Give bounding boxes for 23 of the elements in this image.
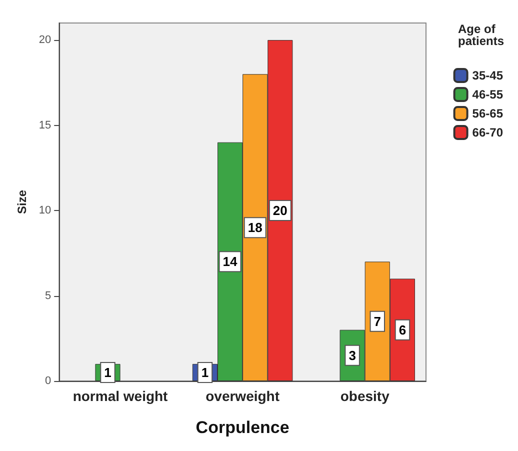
y-tick-label: 15 (38, 119, 52, 132)
legend-label: 66-70 (472, 126, 504, 140)
data-label: 3 (348, 348, 356, 363)
y-tick-label: 10 (38, 204, 52, 217)
data-label: 14 (222, 254, 238, 270)
data-label: 18 (248, 220, 262, 236)
legend-label: 56-65 (472, 106, 504, 120)
x-axis-title: Corpulence (196, 418, 290, 437)
data-label: 1 (104, 364, 112, 380)
data-label: 6 (398, 322, 406, 338)
y-axis-title: Size (15, 190, 29, 214)
data-label: 1 (201, 364, 209, 380)
y-tick-label: 5 (45, 290, 52, 302)
x-tick-label: normal weight (72, 388, 168, 404)
y-tick-label: 20 (38, 34, 52, 46)
y-tick-label: 0 (45, 375, 52, 387)
data-label: 20 (272, 203, 288, 218)
data-label: 7 (374, 314, 382, 329)
legend-label: 46-55 (472, 88, 504, 102)
legend-title: Age of patients (458, 22, 504, 48)
legend-label: 35-45 (472, 68, 504, 82)
x-tick-label: overweight (206, 388, 280, 404)
x-tick-label: obesity (340, 388, 390, 404)
